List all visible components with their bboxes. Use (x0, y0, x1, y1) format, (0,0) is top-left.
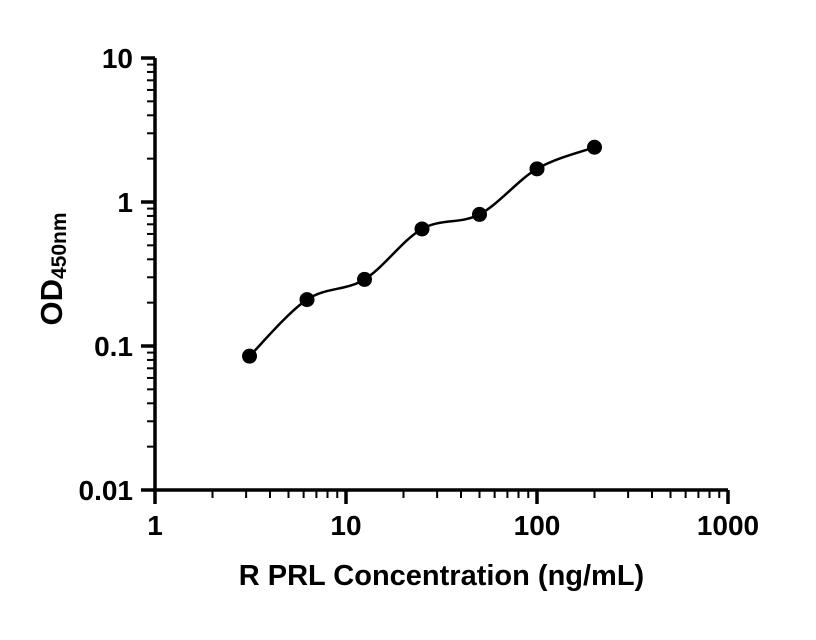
y-axis-title-subscript: 450nm (48, 212, 71, 280)
y-tick-label: 0.1 (94, 331, 133, 362)
x-tick-label: 10 (330, 510, 361, 541)
data-point (414, 221, 430, 237)
x-tick-label: 100 (514, 510, 561, 541)
y-axis-title-main: OD (34, 279, 69, 326)
fit-curve (248, 146, 595, 358)
x-axis-title: R PRL Concentration (ng/mL) (238, 560, 645, 592)
y-tick-label: 10 (102, 43, 133, 74)
y-axis-title: OD450nm (34, 139, 71, 399)
data-point (299, 292, 315, 308)
data-point (357, 271, 373, 287)
x-tick-label: 1 (147, 510, 163, 541)
y-tick-label: 0.01 (79, 475, 134, 506)
data-point (529, 161, 545, 177)
axis-spine (153, 58, 728, 492)
x-tick-label: 1000 (697, 510, 759, 541)
data-point (242, 348, 258, 364)
data-point (586, 139, 602, 155)
y-tick-label: 1 (117, 187, 133, 218)
data-point (472, 206, 488, 222)
